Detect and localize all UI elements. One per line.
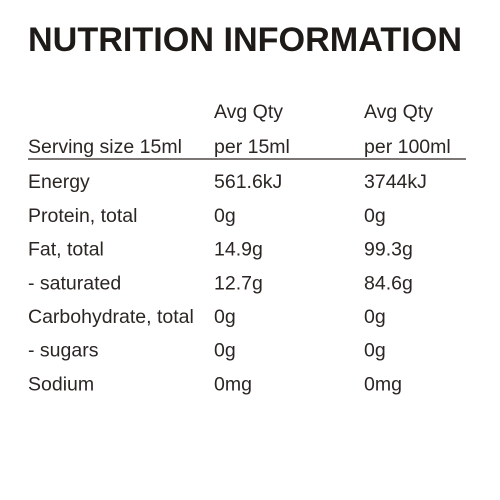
row-value: 12.7g: [214, 272, 263, 294]
row-label: Energy: [28, 171, 90, 193]
title: NUTRITION INFORMATION: [28, 21, 462, 59]
row-value: 3744kJ: [364, 171, 427, 193]
row-label: Sodium: [28, 373, 94, 395]
row-value: 99.3g: [364, 239, 413, 261]
row-label: Protein, total: [28, 205, 137, 227]
column-header: per 100ml: [364, 136, 451, 158]
row-value: 0g: [364, 306, 386, 328]
row-value: 0mg: [364, 373, 402, 395]
row-value: 0g: [214, 306, 236, 328]
row-value: 0g: [364, 205, 386, 227]
row-value: 0g: [364, 340, 386, 362]
row-value: 14.9g: [214, 239, 263, 261]
serving-size: Serving size 15ml: [28, 136, 182, 158]
column-header: Avg Qty: [364, 101, 433, 123]
row-value: 0g: [214, 205, 236, 227]
row-label: Fat, total: [28, 239, 104, 261]
row-value: 561.6kJ: [214, 171, 282, 193]
column-header: Avg Qty: [214, 101, 283, 123]
row-label: - saturated: [28, 272, 121, 294]
row-label: - sugars: [28, 340, 99, 362]
row-label: Carbohydrate, total: [28, 306, 194, 328]
row-value: 0mg: [214, 373, 252, 395]
column-header: per 15ml: [214, 136, 290, 158]
row-value: 84.6g: [364, 272, 413, 294]
row-value: 0g: [214, 340, 236, 362]
